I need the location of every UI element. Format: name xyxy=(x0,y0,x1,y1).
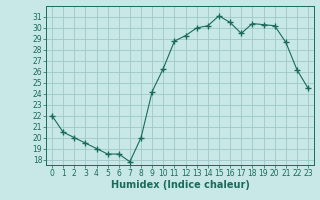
X-axis label: Humidex (Indice chaleur): Humidex (Indice chaleur) xyxy=(111,180,249,190)
